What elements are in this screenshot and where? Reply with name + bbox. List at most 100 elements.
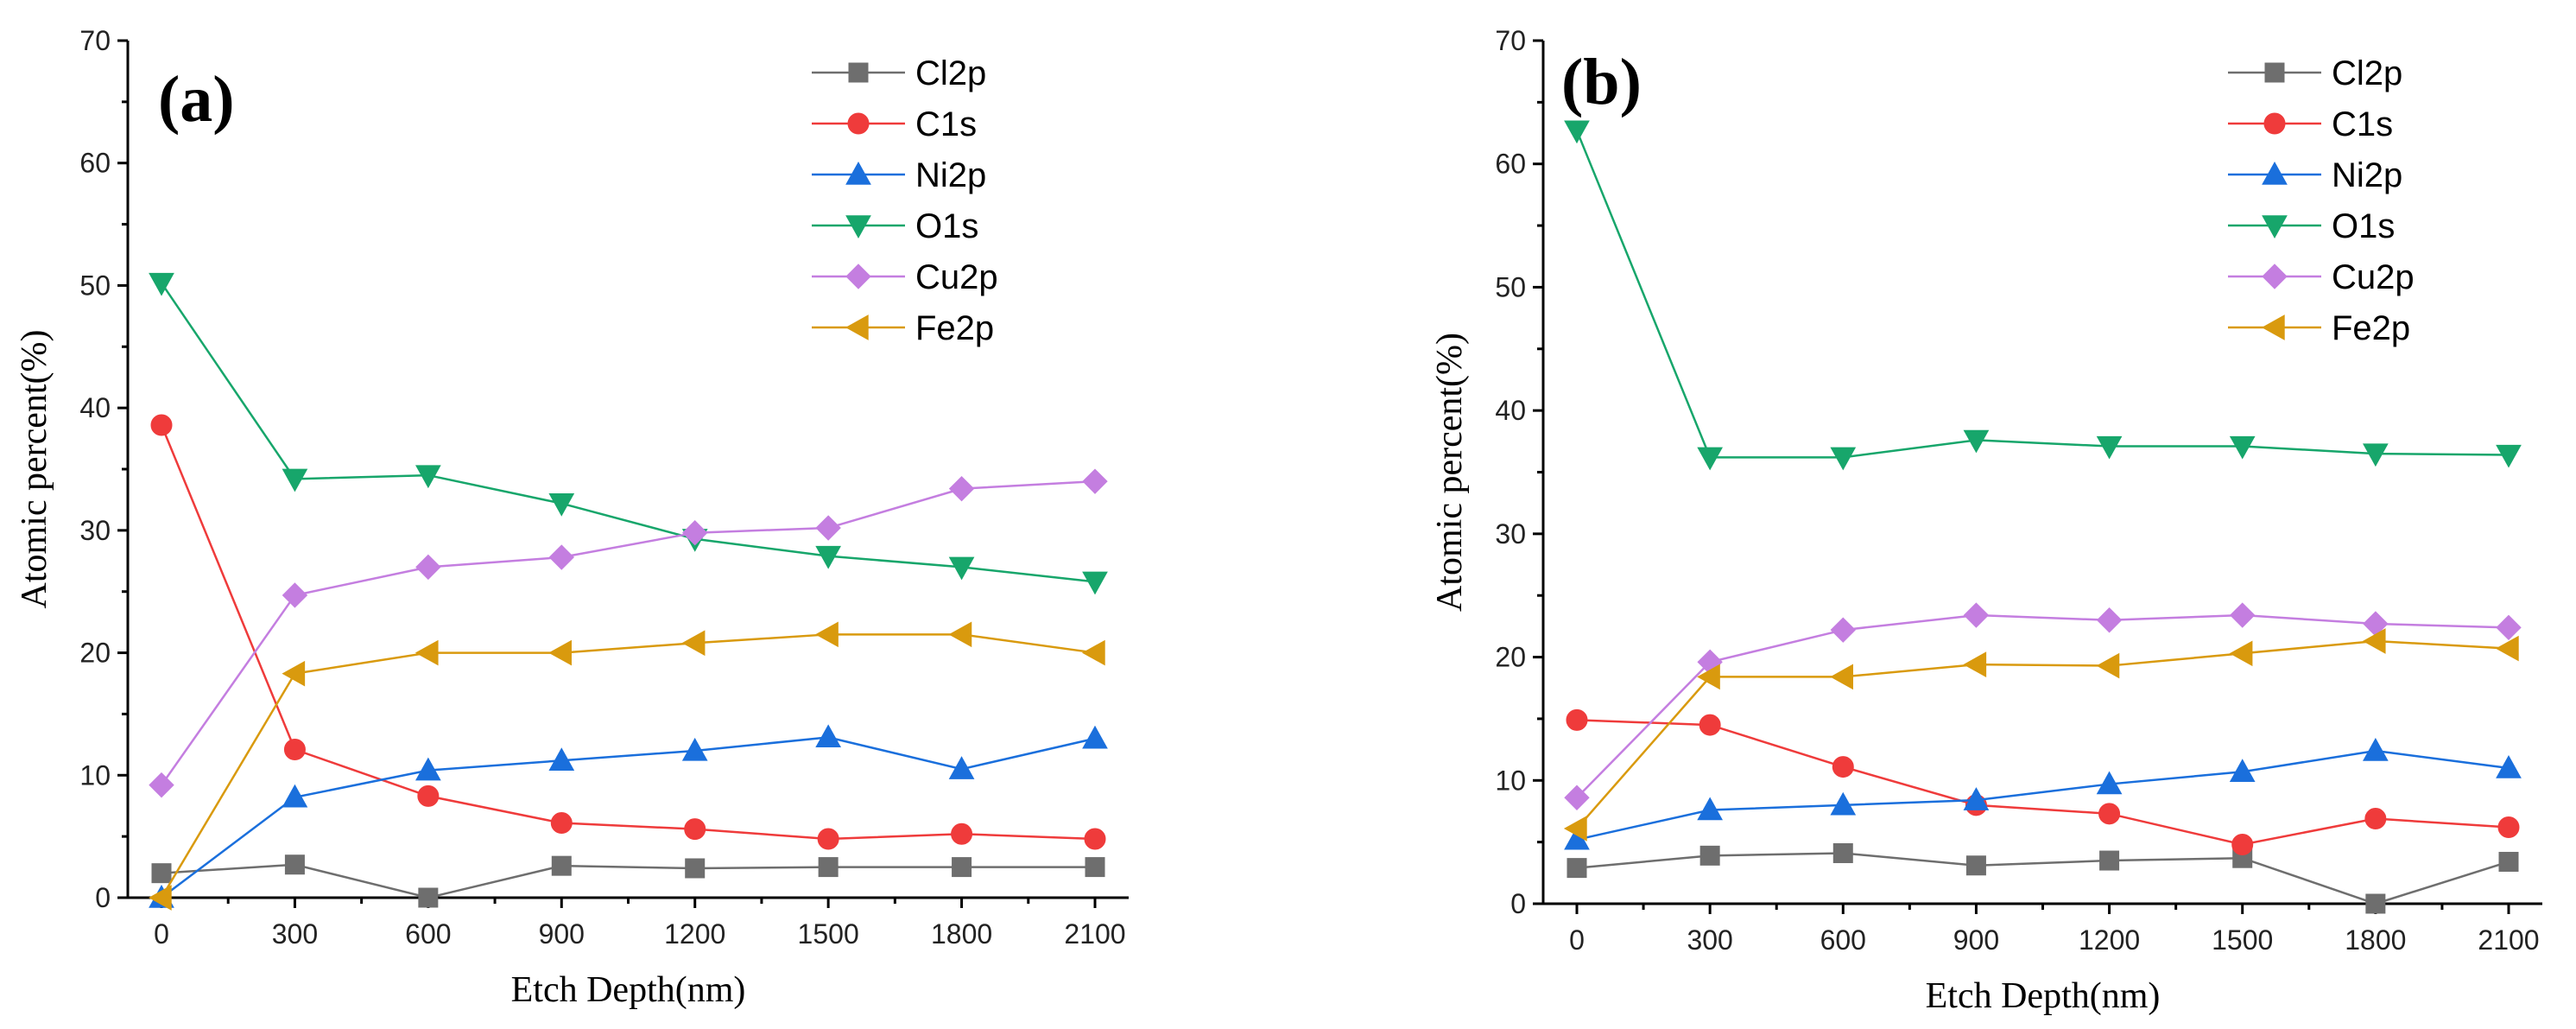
data-point xyxy=(951,823,973,845)
data-point xyxy=(1566,708,1588,731)
legend-entry: C1s xyxy=(812,105,977,143)
y-tick-label: 10 xyxy=(79,759,111,791)
y-tick-label: 50 xyxy=(1495,271,1526,302)
series-line xyxy=(1575,130,2510,459)
panel-label: (a) xyxy=(158,63,235,136)
x-tick-label: 2100 xyxy=(2478,924,2539,956)
data-point xyxy=(1699,845,1720,866)
legend-label: Ni2p xyxy=(2332,156,2402,194)
x-tick-label: 1500 xyxy=(2212,924,2273,956)
data-point xyxy=(815,621,839,648)
legend-entry: Cu2p xyxy=(2228,258,2415,296)
data-point xyxy=(2363,443,2389,467)
legend-entry: Fe2p xyxy=(812,309,994,347)
y-tick-label: 30 xyxy=(79,515,111,546)
data-point xyxy=(948,621,972,648)
series-c1s xyxy=(150,414,1106,850)
series-o1s xyxy=(149,272,1108,595)
data-point xyxy=(1563,816,1587,842)
data-point xyxy=(948,756,975,779)
data-point xyxy=(282,468,308,492)
data-point xyxy=(417,784,440,807)
series-cu2p xyxy=(1564,602,2522,810)
legend-label: Cu2p xyxy=(2332,258,2415,296)
data-point xyxy=(2096,435,2123,460)
data-point xyxy=(1830,617,1856,643)
y-tick-label: 0 xyxy=(1510,888,1526,919)
y-tick-label: 70 xyxy=(79,25,111,56)
data-point xyxy=(2231,833,2254,855)
data-point xyxy=(2362,628,2386,654)
legend-entry: C1s xyxy=(2228,105,2393,143)
x-tick-label: 900 xyxy=(539,918,585,950)
data-point xyxy=(548,544,574,570)
legend-marker xyxy=(845,264,871,289)
data-point xyxy=(815,724,841,748)
y-tick-label: 60 xyxy=(1495,149,1526,180)
y-axis-title: Atomic percent(%) xyxy=(15,329,54,608)
data-point xyxy=(1965,855,1986,876)
data-point xyxy=(282,784,308,808)
data-point xyxy=(2364,808,2387,830)
series-cu2p xyxy=(149,468,1108,798)
legend-label: Fe2p xyxy=(915,309,994,347)
x-tick-label: 1800 xyxy=(2345,924,2406,956)
data-point xyxy=(1697,797,1723,821)
data-point xyxy=(2096,652,2120,679)
data-point xyxy=(1081,639,1105,666)
x-tick-label: 300 xyxy=(1687,924,1732,956)
x-tick-label: 1200 xyxy=(664,918,725,950)
data-point xyxy=(1697,447,1723,471)
data-point xyxy=(2496,754,2522,778)
legend-marker xyxy=(2264,62,2285,83)
data-point xyxy=(685,858,706,879)
x-tick-label: 2100 xyxy=(1064,918,1125,950)
legend: Cl2p C1s Ni2p O1s Cu2p Fe2p xyxy=(2228,54,2415,347)
x-tick-label: 300 xyxy=(272,918,318,950)
legend-label: Cl2p xyxy=(915,54,986,92)
series-line xyxy=(1576,852,2510,905)
legend-marker xyxy=(2261,314,2285,340)
data-point xyxy=(1084,828,1106,850)
data-point xyxy=(2096,771,2123,795)
data-point xyxy=(2498,851,2519,872)
data-point xyxy=(1963,651,1987,677)
data-point xyxy=(948,475,975,502)
data-point xyxy=(415,465,441,489)
data-point xyxy=(1085,857,1105,878)
data-point xyxy=(2495,635,2519,662)
series-fe2p xyxy=(148,621,1105,911)
data-point xyxy=(1082,571,1108,595)
panel-a: 0 10 20 30 40 50 60 70 0 300 600 900 1200 1500 1800 210… xyxy=(15,25,1129,1010)
data-point xyxy=(2363,738,2389,761)
data-point xyxy=(2496,614,2522,641)
series-line xyxy=(160,424,1096,841)
y-tick-label: 50 xyxy=(79,270,111,301)
data-point xyxy=(815,515,841,541)
data-point xyxy=(1963,787,1990,810)
data-point xyxy=(948,556,975,581)
legend-marker xyxy=(845,314,869,340)
data-point xyxy=(681,737,708,761)
legend-marker xyxy=(2262,161,2288,185)
data-point xyxy=(1082,468,1108,494)
data-point xyxy=(1832,756,1854,778)
series-line xyxy=(1576,749,2510,842)
data-point xyxy=(548,639,572,666)
data-point xyxy=(818,857,839,878)
x-tick-label: 600 xyxy=(405,918,451,950)
y-tick-label: 10 xyxy=(1495,765,1526,796)
legend-marker xyxy=(2263,112,2286,135)
x-axis-title: Etch Depth(nm) xyxy=(511,970,746,1010)
data-point xyxy=(1564,120,1590,144)
data-point xyxy=(817,828,839,850)
data-point xyxy=(1830,447,1857,471)
legend-label: Cu2p xyxy=(915,258,998,296)
data-point xyxy=(282,660,306,687)
legend-label: C1s xyxy=(2332,105,2393,143)
legend-label: O1s xyxy=(915,207,978,245)
data-point xyxy=(1566,858,1587,879)
data-point xyxy=(1830,791,1857,816)
data-point xyxy=(684,818,706,841)
data-point xyxy=(282,582,308,608)
